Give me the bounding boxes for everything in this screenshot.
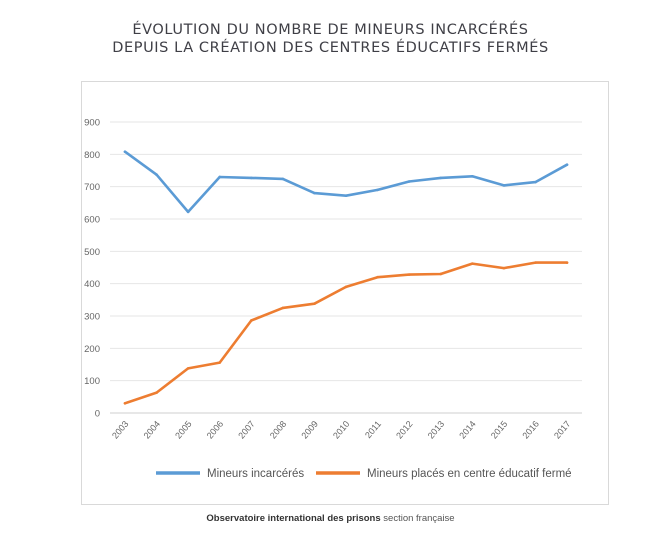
x-tick-label: 2014: [457, 419, 478, 441]
footer-section: section française: [383, 513, 455, 524]
data-point: [281, 306, 285, 310]
chart-title-line-2: DEPUIS LA CRÉATION DES CENTRES ÉDUCATIFS…: [112, 40, 549, 56]
x-tick-label: 2010: [331, 419, 352, 441]
data-point: [407, 180, 411, 183]
data-point: [534, 261, 537, 264]
x-tick-label: 2016: [520, 419, 541, 441]
chart-title-line-1: ÉVOLUTION DU NOMBRE DE MINEURS INCARCÉRÉ…: [132, 22, 529, 38]
data-point: [439, 272, 443, 276]
data-point: [186, 210, 190, 214]
data-point: [376, 188, 379, 192]
data-point: [249, 176, 253, 180]
y-tick-label: 100: [84, 376, 100, 387]
data-point: [534, 180, 537, 184]
data-point: [123, 150, 127, 154]
data-point: [344, 194, 348, 198]
data-point: [123, 402, 127, 405]
data-point: [470, 175, 474, 178]
data-point: [470, 262, 474, 265]
data-point: [502, 184, 506, 187]
data-point: [313, 302, 316, 306]
data-point: [155, 391, 158, 394]
x-tick-label: 2017: [552, 419, 573, 441]
chart-panel: 0 100 200 300 400 500 600 700 800 900 2003 2004 2005…: [81, 81, 609, 505]
x-tick-label: 2005: [173, 419, 194, 441]
data-point: [155, 173, 158, 177]
footer-org: Observatoire international des prisons: [206, 513, 381, 524]
x-tick-label: 2003: [110, 419, 131, 441]
legend-label-2: Mineurs placés en centre éducatif fermé: [367, 468, 572, 480]
y-tick-label: 200: [84, 344, 100, 355]
data-point: [218, 175, 222, 179]
data-point: [218, 361, 222, 364]
data-point: [281, 177, 285, 181]
line-chart: 0 100 200 300 400 500 600 700 800 900 2003 2004 2005…: [84, 118, 582, 480]
x-tick-label: 2008: [268, 419, 289, 441]
data-point: [376, 275, 379, 279]
data-point: [344, 285, 348, 289]
y-tick-label: 300: [84, 312, 100, 323]
data-point: [407, 273, 411, 276]
series-line-1: [123, 150, 569, 214]
y-tick-label: 600: [84, 215, 100, 226]
y-tick-label: 400: [84, 279, 100, 290]
y-tick-label: 800: [84, 150, 100, 161]
x-tick-label: 2013: [426, 419, 447, 441]
x-tick-label: 2006: [205, 419, 226, 441]
legend-label-1: Mineurs incarcérés: [207, 468, 304, 480]
y-tick-label: 900: [84, 118, 100, 129]
data-point: [439, 176, 443, 180]
y-tick-label: 0: [95, 409, 100, 420]
data-point: [249, 319, 253, 322]
data-point: [565, 163, 569, 166]
data-point: [186, 367, 190, 370]
data-point: [502, 266, 506, 270]
footer: Observatoire international des prisons s…: [0, 513, 661, 524]
y-tick-label: 500: [84, 247, 100, 258]
x-tick-label: 2004: [142, 419, 163, 441]
x-tick-label: 2009: [299, 419, 320, 441]
x-tick-label: 2012: [394, 419, 415, 441]
x-tick-label: 2007: [236, 419, 257, 441]
x-tick-label: 2015: [489, 419, 510, 441]
y-tick-label: 700: [84, 182, 100, 193]
data-point: [313, 191, 316, 195]
x-tick-label: 2011: [363, 419, 383, 440]
data-point: [565, 261, 569, 264]
